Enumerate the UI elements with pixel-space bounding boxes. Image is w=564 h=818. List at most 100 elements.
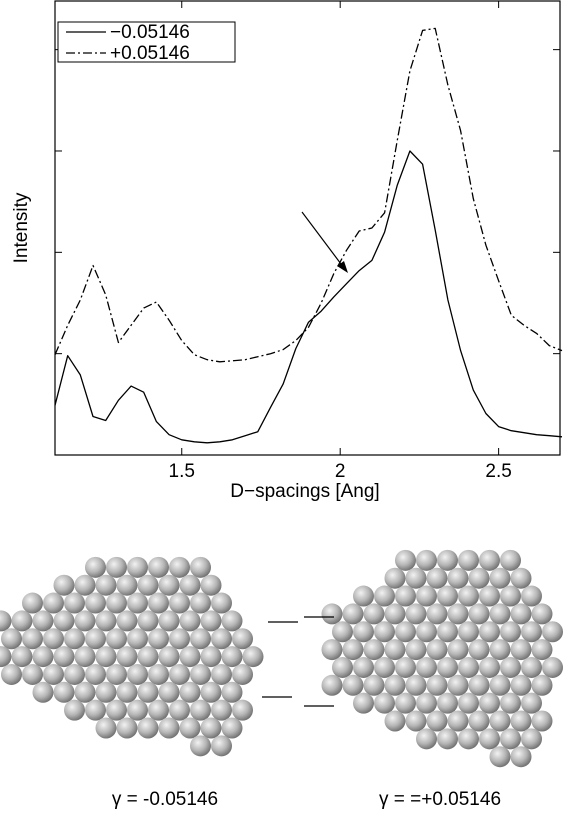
atom <box>148 700 169 721</box>
atom <box>353 693 374 714</box>
atom <box>232 628 253 649</box>
atom <box>364 603 385 624</box>
arrow <box>302 212 344 268</box>
atom <box>127 628 148 649</box>
atom <box>469 675 490 696</box>
atom <box>117 575 138 596</box>
atom <box>232 700 253 721</box>
atom <box>243 646 264 667</box>
atom <box>33 610 54 631</box>
atom <box>458 693 479 714</box>
atom <box>54 682 75 703</box>
figure: D−spacings [Ang] Intensity γ = -0.05146 … <box>0 0 564 818</box>
atom <box>427 568 448 589</box>
atom <box>85 700 106 721</box>
atom <box>180 646 201 667</box>
atom <box>458 621 479 642</box>
atom <box>437 586 458 607</box>
atom <box>416 550 437 571</box>
atom <box>211 735 232 756</box>
atom <box>64 700 85 721</box>
atom <box>0 610 12 631</box>
atom <box>343 675 364 696</box>
nanoparticles <box>0 550 563 767</box>
atom <box>511 675 532 696</box>
atom <box>127 557 148 578</box>
atom <box>169 700 190 721</box>
atom <box>22 628 43 649</box>
atom <box>532 603 553 624</box>
atom <box>190 593 211 614</box>
atom <box>395 550 416 571</box>
atom <box>532 639 553 660</box>
atom <box>469 711 490 732</box>
atom <box>322 675 343 696</box>
atom <box>332 621 353 642</box>
atom <box>190 700 211 721</box>
data-line <box>55 28 562 361</box>
atom <box>96 718 117 739</box>
atom <box>448 639 469 660</box>
atom <box>148 593 169 614</box>
atom <box>511 711 532 732</box>
y-axis-label: Intensity <box>11 192 32 263</box>
atom <box>500 621 521 642</box>
atom <box>521 728 542 749</box>
atom <box>190 664 211 685</box>
atom <box>322 603 343 624</box>
atom <box>75 682 96 703</box>
atom <box>201 718 222 739</box>
atom <box>521 693 542 714</box>
atom <box>416 728 437 749</box>
atom <box>190 557 211 578</box>
atom <box>22 593 43 614</box>
atom <box>106 557 127 578</box>
atom <box>374 657 395 678</box>
atom <box>201 682 222 703</box>
atom <box>43 664 64 685</box>
atom <box>385 639 406 660</box>
atom <box>416 586 437 607</box>
atom <box>479 621 500 642</box>
atom <box>211 593 232 614</box>
atom <box>232 664 253 685</box>
caption: γ = =+0.05146 <box>379 789 501 810</box>
atom <box>127 664 148 685</box>
atom <box>353 657 374 678</box>
atom <box>106 700 127 721</box>
atom <box>54 610 75 631</box>
atom <box>542 657 563 678</box>
atom <box>54 646 75 667</box>
atom <box>96 682 117 703</box>
atom <box>416 693 437 714</box>
atom <box>521 586 542 607</box>
atom <box>169 628 190 649</box>
atom <box>106 628 127 649</box>
atom <box>427 675 448 696</box>
atom <box>64 628 85 649</box>
atom <box>75 646 96 667</box>
caption: γ = -0.05146 <box>112 789 218 810</box>
atom <box>222 610 243 631</box>
atom <box>211 700 232 721</box>
atom <box>127 593 148 614</box>
atom <box>96 610 117 631</box>
atom <box>64 664 85 685</box>
data-line <box>55 151 562 443</box>
atom <box>106 593 127 614</box>
atom <box>479 550 500 571</box>
atom <box>374 621 395 642</box>
atom <box>190 628 211 649</box>
atom <box>138 682 159 703</box>
atom <box>33 682 54 703</box>
atom <box>500 586 521 607</box>
atom <box>374 693 395 714</box>
atom <box>458 586 479 607</box>
atom <box>427 603 448 624</box>
atom <box>169 664 190 685</box>
atom <box>500 550 521 571</box>
atom <box>159 575 180 596</box>
atom <box>479 728 500 749</box>
atom <box>385 568 406 589</box>
atom <box>75 575 96 596</box>
